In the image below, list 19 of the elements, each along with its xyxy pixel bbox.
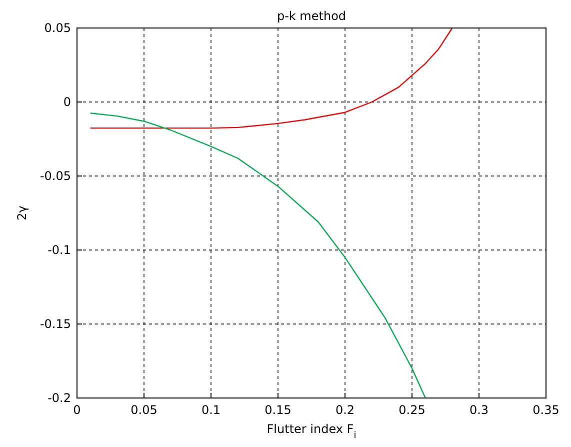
x-tick-label: 0.3 xyxy=(469,403,489,417)
y-tick-label: 0.05 xyxy=(44,21,71,35)
x-tick-label: 0.35 xyxy=(532,403,560,417)
y-axis-title: 2γ xyxy=(15,206,29,220)
y-tick-label: -0.15 xyxy=(40,317,71,331)
line-series xyxy=(90,27,453,129)
y-tick-label: -0.2 xyxy=(48,391,71,405)
x-tick-label: 0.15 xyxy=(264,403,292,417)
y-tick-label: -0.05 xyxy=(40,169,71,183)
x-tick-label: 0.1 xyxy=(201,403,221,417)
x-tick-label: 0 xyxy=(73,403,81,417)
y-tick-label: -0.1 xyxy=(48,243,71,257)
line-series xyxy=(90,112,426,399)
y-tick-label: 0 xyxy=(63,95,71,109)
x-tick-label: 0.05 xyxy=(130,403,158,417)
x-tick-label: 0.25 xyxy=(398,403,426,417)
chart-title: p-k method xyxy=(276,9,346,23)
x-tick-label: 0.2 xyxy=(335,403,355,417)
x-axis-title: Flutter index F$_{i}$ xyxy=(266,422,356,441)
